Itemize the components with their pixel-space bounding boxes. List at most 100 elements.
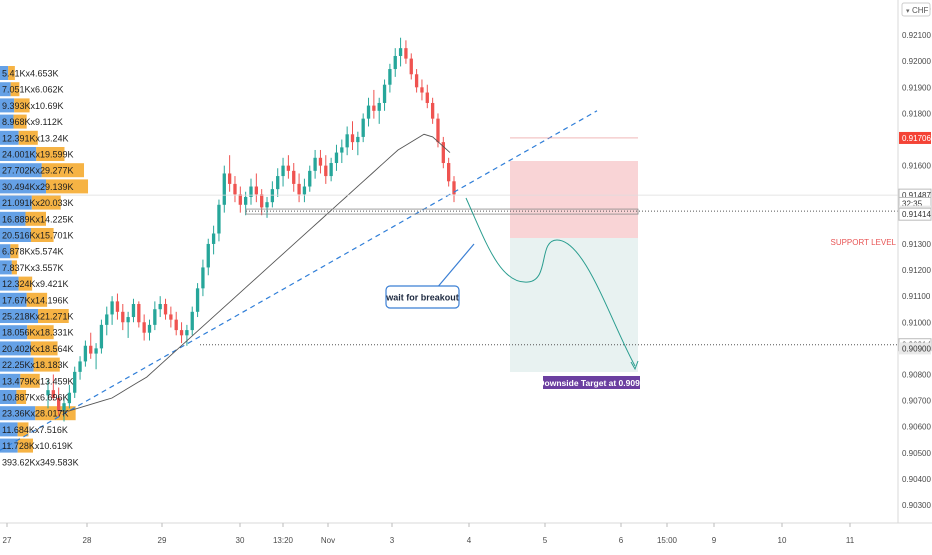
candle-body [265,202,269,208]
vp-bar-right [26,292,48,307]
candle-body [94,348,98,354]
candle-body [414,74,419,88]
chevron-down-icon: ▾ [906,8,910,15]
vp-label: 21.091Kx20.033K [2,198,74,208]
candle-body [393,55,397,70]
y-tick-label: 0.91900 [902,83,931,92]
candle-body [190,311,194,331]
vp-bar-right [17,438,34,453]
x-tick-label: 11 [846,536,855,545]
vp-bar-left [0,114,14,129]
candle-body [436,118,440,143]
x-tick-label: 29 [158,536,167,545]
candle-body [447,163,451,182]
target-badge [543,376,640,389]
y-tick-label: 0.91000 [902,318,931,327]
candle-body [382,84,387,103]
vp-label: 12.324Kx9.421K [2,279,69,289]
vp-bar-right [18,130,38,145]
vp-bar-left [0,82,11,97]
candle-body [302,186,307,195]
y-tick-label: 0.92000 [902,57,931,66]
candle-body [286,165,291,171]
x-tick-label: 10 [778,536,787,545]
vp-bar-left [0,341,31,356]
x-tick-label: 3 [390,536,395,545]
time-axis[interactable]: 27 28 29 30 13:20 Nov 3 4 5 6 15:00 9 10 11 [3,523,855,545]
vp-bar-left [0,98,15,113]
vp-bar-right [13,114,27,129]
candle-body [83,345,88,362]
candle-body [67,392,72,404]
candle-body [169,314,173,320]
candle-body [99,324,104,349]
vp-label: 20.402Kx18.564K [2,344,74,354]
candle-body [361,118,365,137]
candle-body [409,58,413,75]
currency-chip[interactable] [901,2,931,17]
candle-body [217,204,221,234]
price-tag-label: 0.91487 [902,191,931,200]
candle-body [313,157,317,171]
vp-label: 23.36Kx28.017K [2,409,69,419]
y-tick-label: 0.90700 [902,397,931,406]
vp-bar-left [0,211,26,226]
x-tick-label: 15:00 [657,536,678,545]
vp-label: 7.837Kx3.557K [2,263,64,273]
y-tick-label: 0.91100 [902,292,931,301]
candle-body [350,134,355,143]
price-axis[interactable]: 0.92100 0.92000 0.91900 0.91800 0.91600 0.913… [902,31,931,510]
callout-box[interactable] [385,285,460,309]
overlay-lines [0,110,898,451]
candle-body [345,134,349,148]
vp-label: 12.391Kx13.24K [2,133,69,143]
candle-body [73,371,77,393]
vp-bar-right [45,179,89,194]
x-tick-label: Nov [321,536,335,545]
candle-body [398,48,403,56]
vp-bar-right [10,244,19,259]
vp-label: 17.67Kx14.196K [2,295,69,305]
vp-bar-left [0,179,46,194]
vp-bar-right [31,195,61,210]
candle-body [78,361,82,372]
candle-body [366,105,371,119]
y-tick-label: 0.91600 [902,162,931,171]
vp-label: 11.684Kx7.516K [2,425,68,435]
candle-body [329,163,333,177]
volume-profile-labels: 5.41Kx4.653K 7.051Kx6.062K 9.393Kx10.69K 8.… [2,69,79,468]
vp-label: 22.25Kx18.183K [2,360,69,370]
vp-bar-right [16,390,27,404]
vp-label: 18.056Kx18.331K [2,328,74,338]
vp-bar-right [18,276,33,291]
candle-body [174,319,178,331]
vp-bar-left [0,66,9,80]
candle-body [51,390,55,398]
candle-body [308,170,312,187]
y-tick-label: 0.90300 [902,501,931,510]
callout-text: wait for breakout [385,293,459,303]
candle-body [137,303,141,323]
vp-bar-left [0,228,31,242]
projection-path [465,197,636,367]
candle-body [441,142,445,164]
vp-bar-left [0,292,27,307]
vp-bar-right [10,82,20,97]
volume-profile [0,66,89,453]
candle-body [260,194,264,208]
vp-bar-right [36,147,65,161]
candle-body [238,194,242,205]
y-tick-label: 0.90600 [902,423,931,432]
x-tick-label: 27 [3,536,12,545]
projection-arrowhead [630,360,639,371]
y-tick-label: 0.91300 [902,240,931,249]
vp-bar-right [11,260,17,275]
candle-body [163,303,168,315]
vp-label: 11.728Kx10.619K [2,441,73,451]
y-tick-label: 0.91200 [902,266,931,275]
vp-bar-right [41,163,85,178]
vp-bar-left [0,130,19,145]
vp-bar-right [30,341,58,356]
